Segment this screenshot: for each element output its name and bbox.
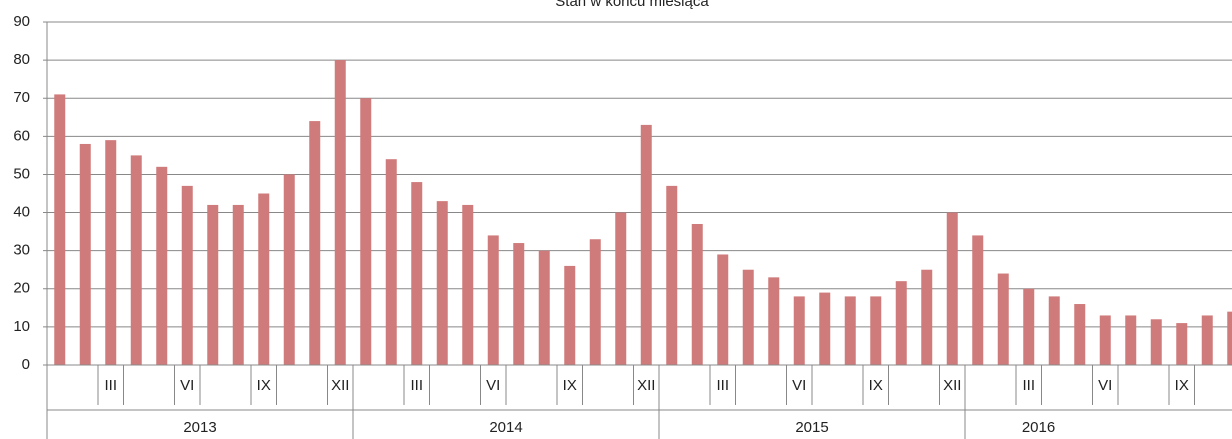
bar [538,250,550,365]
bar [79,143,91,365]
bar [232,204,244,365]
x-tick-label: III [1022,377,1035,394]
chart-title: Stan w końcu miesiąca [555,0,709,10]
bar [666,185,678,365]
x-tick-label: III [104,377,117,394]
bar [1048,296,1060,365]
bar [870,296,882,365]
bar [462,204,474,365]
bar [487,235,499,365]
x-tick-label: XII [637,377,655,394]
y-tick-label: 90 [13,13,30,30]
x-tick-label: IX [257,377,271,394]
bar [105,140,117,365]
bar [1074,304,1086,365]
bar [436,201,448,365]
bar [309,121,321,365]
x-tick-label: III [716,377,729,394]
bar [640,124,652,366]
bar [768,277,780,365]
bar [283,174,295,365]
bar [54,94,66,366]
bar [1099,315,1111,365]
bar [130,155,142,365]
y-tick-label: 70 [13,89,30,106]
bar [997,273,1009,365]
y-tick-label: 60 [13,127,30,144]
x-tick-label: IX [1175,377,1189,394]
year-label: 2013 [183,419,216,436]
bar [334,60,346,365]
bar [717,254,729,365]
y-tick-label: 0 [22,356,30,373]
bar [181,185,193,365]
y-tick-label: 20 [13,280,30,297]
bar [895,281,907,365]
x-tick-label: IX [869,377,883,394]
x-tick-label: XII [943,377,961,394]
bar [615,212,627,365]
bar [513,243,525,365]
y-tick-label: 80 [13,51,30,68]
bar [819,292,831,365]
y-tick-label: 50 [13,165,30,182]
bar [1150,319,1162,365]
x-tick-label: IX [563,377,577,394]
bar [258,193,270,365]
bar [1201,315,1213,365]
bar [1125,315,1137,365]
y-tick-label: 10 [13,318,30,335]
bar [1176,323,1188,365]
bar [921,269,933,365]
year-label: 2014 [489,419,522,436]
bar [793,296,805,365]
year-label: 2016 [1022,419,1055,436]
x-tick-label: III [410,377,423,394]
bar [360,98,372,365]
bar [1227,311,1232,365]
year-label: 2015 [795,419,828,436]
x-tick-label: XII [331,377,349,394]
y-tick-label: 40 [13,204,30,221]
bar [742,269,754,365]
bar [156,166,168,365]
x-tick-label: VI [1098,377,1112,394]
y-tick-label: 30 [13,242,30,259]
bar [946,212,958,365]
bar [411,182,423,365]
x-tick-label: VI [180,377,194,394]
bar [589,239,601,365]
bar [972,235,984,365]
bar [844,296,856,365]
bar [691,223,703,365]
x-tick-label: VI [792,377,806,394]
bar [207,204,219,365]
x-tick-label: VI [486,377,500,394]
bar [564,265,576,365]
bar [1023,288,1035,365]
bar [385,159,397,365]
